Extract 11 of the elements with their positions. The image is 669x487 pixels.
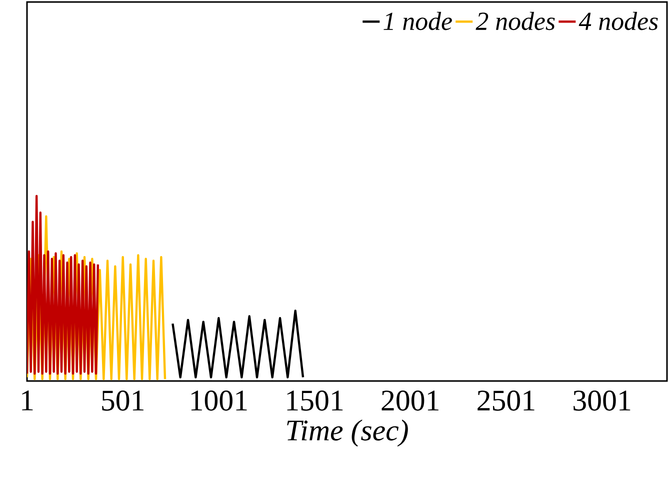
x-tick-label: 1001 bbox=[191, 390, 247, 411]
x-tick-label: 1 bbox=[22, 390, 33, 410]
legend-label: 4 nodes bbox=[578, 12, 658, 30]
legend-label: 2 nodes bbox=[476, 12, 555, 30]
x-tick-label: 2501 bbox=[478, 390, 534, 411]
x-tick-label: 1501 bbox=[287, 390, 343, 411]
x-tick-label: 501 bbox=[102, 390, 144, 411]
x-axis-title: Time (sec) bbox=[287, 420, 408, 447]
legend-label: 1 node bbox=[384, 12, 452, 30]
x-tick-label: 3001 bbox=[574, 390, 630, 411]
x-tick-label: 2001 bbox=[382, 390, 438, 411]
